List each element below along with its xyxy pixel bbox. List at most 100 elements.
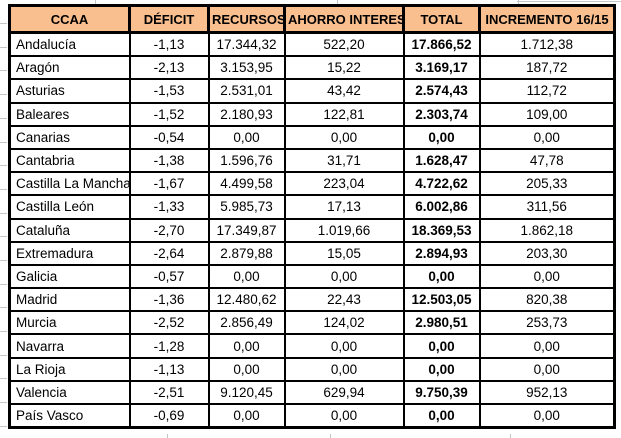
cell-total[interactable]: 1.628,47 xyxy=(402,147,481,174)
cell-incremento[interactable]: 0,00 xyxy=(478,403,616,429)
column-header-ccaa[interactable]: CCAA xyxy=(8,4,131,34)
cell-ahorro[interactable]: 122,81 xyxy=(283,101,405,127)
cell-ccaa[interactable]: Navarra xyxy=(8,333,131,359)
cell-incremento[interactable]: 0,00 xyxy=(478,124,616,150)
column-header-ahorro[interactable]: AHORRO INTERESES xyxy=(283,4,405,34)
cell-recursos[interactable]: 12.480,62 xyxy=(207,287,286,313)
cell-incremento[interactable]: 203,30 xyxy=(478,240,616,266)
cell-recursos[interactable]: 2.531,01 xyxy=(207,78,286,104)
cell-deficit[interactable]: -0,57 xyxy=(128,263,210,290)
cell-incremento[interactable]: 112,72 xyxy=(478,78,616,104)
cell-ccaa[interactable]: Galicia xyxy=(8,263,131,290)
cell-ccaa[interactable]: Murcia xyxy=(8,310,131,336)
cell-ccaa[interactable]: Cataluña xyxy=(8,217,131,243)
cell-ahorro[interactable]: 1.019,66 xyxy=(283,217,405,243)
cell-incremento[interactable]: 952,13 xyxy=(478,379,616,406)
cell-recursos[interactable]: 17.349,87 xyxy=(207,217,286,243)
cell-recursos[interactable]: 0,00 xyxy=(207,403,286,429)
cell-recursos[interactable]: 17.344,32 xyxy=(207,31,286,58)
cell-deficit[interactable]: -1,53 xyxy=(128,78,210,104)
cell-incremento[interactable]: 311,56 xyxy=(478,194,616,220)
cell-deficit[interactable]: -1,67 xyxy=(128,171,210,197)
cell-total[interactable]: 2.303,74 xyxy=(402,101,481,127)
cell-total[interactable]: 2.574,43 xyxy=(402,78,481,104)
cell-total[interactable]: 17.866,52 xyxy=(402,31,481,58)
cell-total[interactable]: 2.980,51 xyxy=(402,310,481,336)
cell-total[interactable]: 0,00 xyxy=(402,263,481,290)
cell-ahorro[interactable]: 0,00 xyxy=(283,356,405,382)
cell-deficit[interactable]: -1,52 xyxy=(128,101,210,127)
cell-deficit[interactable]: -1,36 xyxy=(128,287,210,313)
cell-total[interactable]: 0,00 xyxy=(402,356,481,382)
cell-ahorro[interactable]: 223,04 xyxy=(283,171,405,197)
cell-deficit[interactable]: -1,13 xyxy=(128,356,210,382)
cell-recursos[interactable]: 2.180,93 xyxy=(207,101,286,127)
cell-ahorro[interactable]: 124,02 xyxy=(283,310,405,336)
cell-deficit[interactable]: -2,51 xyxy=(128,379,210,406)
cell-ahorro[interactable]: 522,20 xyxy=(283,31,405,58)
cell-deficit[interactable]: -1,33 xyxy=(128,194,210,220)
cell-deficit[interactable]: -1,13 xyxy=(128,31,210,58)
cell-ahorro[interactable]: 15,05 xyxy=(283,240,405,266)
cell-ccaa[interactable]: Cantabria xyxy=(8,147,131,174)
cell-recursos[interactable]: 0,00 xyxy=(207,333,286,359)
cell-ahorro[interactable]: 0,00 xyxy=(283,333,405,359)
cell-ccaa[interactable]: Asturias xyxy=(8,78,131,104)
cell-incremento[interactable]: 187,72 xyxy=(478,55,616,81)
cell-incremento[interactable]: 0,00 xyxy=(478,263,616,290)
cell-total[interactable]: 0,00 xyxy=(402,333,481,359)
cell-ccaa[interactable]: Canarias xyxy=(8,124,131,150)
cell-deficit[interactable]: -0,54 xyxy=(128,124,210,150)
cell-recursos[interactable]: 3.153,95 xyxy=(207,55,286,81)
cell-ahorro[interactable]: 0,00 xyxy=(283,263,405,290)
cell-ahorro[interactable]: 22,43 xyxy=(283,287,405,313)
cell-ccaa[interactable]: País Vasco xyxy=(8,403,131,429)
cell-incremento[interactable]: 0,00 xyxy=(478,333,616,359)
cell-deficit[interactable]: -2,64 xyxy=(128,240,210,266)
cell-total[interactable]: 0,00 xyxy=(402,124,481,150)
cell-ahorro[interactable]: 629,94 xyxy=(283,379,405,406)
cell-recursos[interactable]: 2.856,49 xyxy=(207,310,286,336)
cell-ahorro[interactable]: 15,22 xyxy=(283,55,405,81)
cell-ccaa[interactable]: Castilla León xyxy=(8,194,131,220)
cell-recursos[interactable]: 0,00 xyxy=(207,356,286,382)
cell-recursos[interactable]: 0,00 xyxy=(207,263,286,290)
cell-ccaa[interactable]: La Rioja xyxy=(8,356,131,382)
cell-deficit[interactable]: -2,13 xyxy=(128,55,210,81)
cell-incremento[interactable]: 820,38 xyxy=(478,287,616,313)
cell-recursos[interactable]: 5.985,73 xyxy=(207,194,286,220)
cell-deficit[interactable]: -2,52 xyxy=(128,310,210,336)
cell-ccaa[interactable]: Valencia xyxy=(8,379,131,406)
cell-recursos[interactable]: 0,00 xyxy=(207,124,286,150)
cell-deficit[interactable]: -2,70 xyxy=(128,217,210,243)
column-header-incremento[interactable]: INCREMENTO 16/15 xyxy=(478,4,616,34)
cell-recursos[interactable]: 2.879,88 xyxy=(207,240,286,266)
cell-recursos[interactable]: 4.499,58 xyxy=(207,171,286,197)
cell-ahorro[interactable]: 17,13 xyxy=(283,194,405,220)
cell-ccaa[interactable]: Castilla La Mancha xyxy=(8,171,131,197)
cell-ahorro[interactable]: 0,00 xyxy=(283,124,405,150)
cell-incremento[interactable]: 1.712,38 xyxy=(478,31,616,58)
cell-ccaa[interactable]: Andalucía xyxy=(8,31,131,58)
column-header-recursos[interactable]: RECURSOS xyxy=(207,4,286,34)
cell-total[interactable]: 4.722,62 xyxy=(402,171,481,197)
cell-total[interactable]: 0,00 xyxy=(402,403,481,429)
cell-total[interactable]: 2.894,93 xyxy=(402,240,481,266)
column-header-deficit[interactable]: DÉFICIT xyxy=(128,4,210,34)
cell-ahorro[interactable]: 31,71 xyxy=(283,147,405,174)
cell-ccaa[interactable]: Aragón xyxy=(8,55,131,81)
cell-total[interactable]: 18.369,53 xyxy=(402,217,481,243)
cell-total[interactable]: 6.002,86 xyxy=(402,194,481,220)
cell-ccaa[interactable]: Baleares xyxy=(8,101,131,127)
cell-incremento[interactable]: 253,73 xyxy=(478,310,616,336)
cell-incremento[interactable]: 109,00 xyxy=(478,101,616,127)
cell-incremento[interactable]: 0,00 xyxy=(478,356,616,382)
cell-ahorro[interactable]: 43,42 xyxy=(283,78,405,104)
cell-incremento[interactable]: 205,33 xyxy=(478,171,616,197)
column-header-total[interactable]: TOTAL xyxy=(402,4,481,34)
cell-incremento[interactable]: 1.862,18 xyxy=(478,217,616,243)
cell-deficit[interactable]: -1,38 xyxy=(128,147,210,174)
cell-ahorro[interactable]: 0,00 xyxy=(283,403,405,429)
cell-total[interactable]: 3.169,17 xyxy=(402,55,481,81)
cell-incremento[interactable]: 47,78 xyxy=(478,147,616,174)
